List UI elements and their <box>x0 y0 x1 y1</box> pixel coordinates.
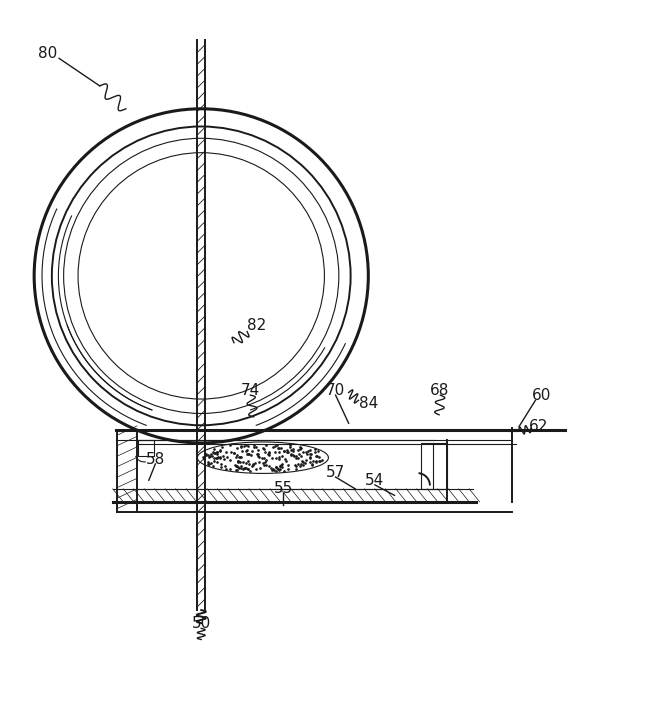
Text: 80: 80 <box>38 45 57 60</box>
Text: 62: 62 <box>529 419 548 434</box>
Text: 74: 74 <box>241 383 260 398</box>
Text: 50: 50 <box>191 615 211 630</box>
Text: 55: 55 <box>274 481 293 496</box>
Text: 82: 82 <box>247 318 266 333</box>
Text: 58: 58 <box>145 452 165 467</box>
Text: 68: 68 <box>430 383 449 398</box>
Bar <box>420 443 447 489</box>
Bar <box>138 440 154 456</box>
Text: 70: 70 <box>326 383 345 398</box>
Ellipse shape <box>197 442 328 474</box>
Text: 60: 60 <box>532 388 551 403</box>
Text: 57: 57 <box>326 465 345 480</box>
Text: 54: 54 <box>365 473 384 488</box>
Text: 84: 84 <box>359 396 378 411</box>
